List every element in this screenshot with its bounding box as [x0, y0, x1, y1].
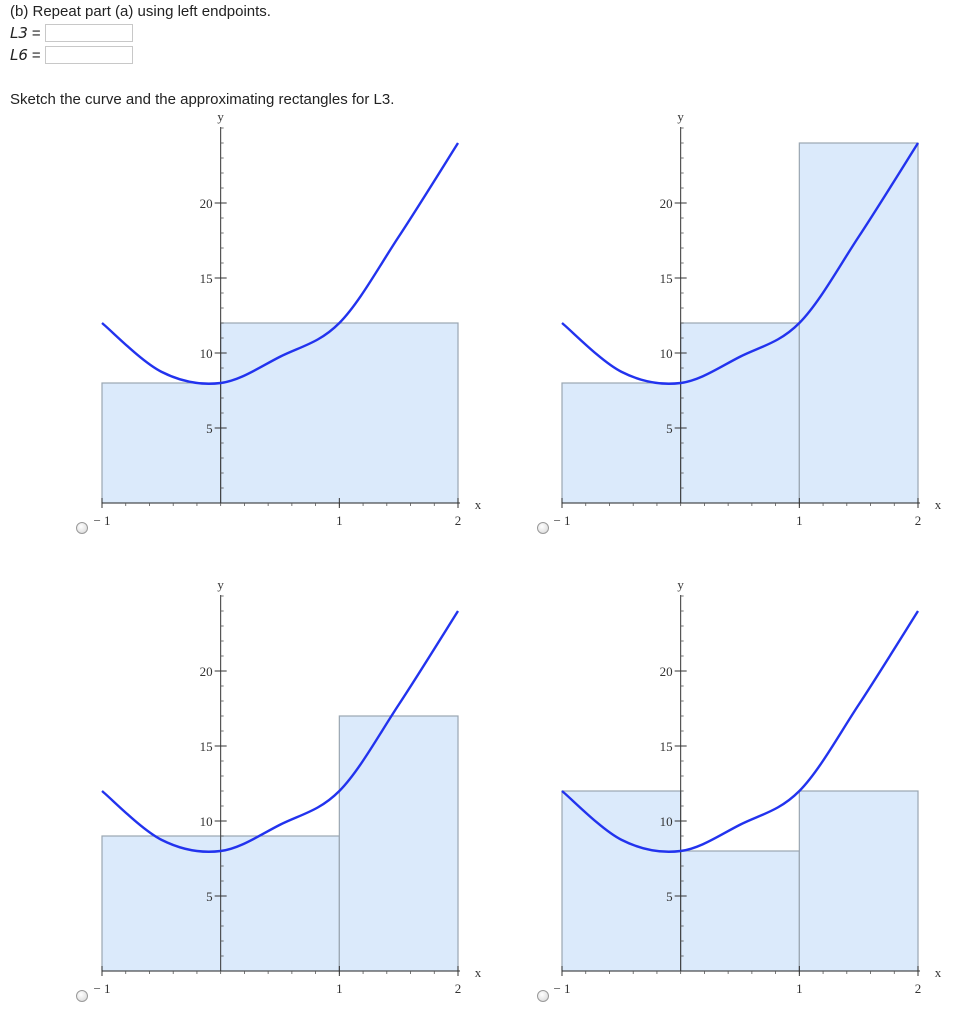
answer-row-l3: L3 = — [10, 24, 133, 42]
answer-input-l6[interactable] — [44, 46, 133, 64]
curve-line — [101, 610, 460, 853]
x-tick-label: 1 — [336, 981, 343, 996]
x-axis-label: x — [475, 497, 482, 512]
question-instruction: (b) Repeat part (a) using left endpoints… — [10, 3, 271, 20]
x-tick-label: 2 — [455, 513, 462, 528]
chart-option-2: − 1 1 2 5 10 15 20 x y — [553, 109, 942, 528]
y-tick-label: 10 — [200, 814, 213, 829]
sketch-instruction: Sketch the curve and the approximating r… — [10, 91, 395, 108]
curve-line — [561, 142, 920, 385]
answer-label-l3: L3 — [10, 24, 28, 42]
y-tick-label: 20 — [200, 196, 213, 211]
y-tick-label: 5 — [666, 889, 673, 904]
x-tick-label: 1 — [336, 513, 343, 528]
x-tick-label: − 1 — [93, 513, 110, 528]
x-tick-label: 2 — [915, 981, 922, 996]
y-axis-label: y — [677, 577, 684, 592]
rectangle-3 — [798, 142, 919, 504]
option-radio-4[interactable] — [537, 990, 549, 1002]
rectangle-3 — [798, 790, 919, 972]
option-radio-3[interactable] — [76, 990, 88, 1002]
y-axis-label: y — [677, 109, 684, 124]
x-axis-label: x — [475, 965, 482, 980]
answer-equals-l3: = — [31, 24, 41, 42]
x-tick-label: − 1 — [553, 981, 570, 996]
y-axis-label: y — [217, 109, 224, 124]
y-tick-label: 20 — [660, 196, 673, 211]
x-axis-label: x — [935, 965, 942, 980]
y-tick-label: 5 — [666, 421, 673, 436]
x-tick-label: 1 — [796, 513, 803, 528]
option-radio-2[interactable] — [537, 522, 549, 534]
chart-option-4: − 1 1 2 5 10 15 20 x y — [553, 577, 942, 996]
rectangle-2 — [338, 715, 459, 972]
y-tick-label: 15 — [200, 739, 213, 754]
y-tick-label: 15 — [200, 271, 213, 286]
x-tick-label: 2 — [455, 981, 462, 996]
x-tick-label: − 1 — [553, 513, 570, 528]
answer-label-l6: L6 — [10, 46, 28, 64]
option-radio-1[interactable] — [76, 522, 88, 534]
chart-option-3: − 1 1 2 5 10 15 20 x y — [93, 577, 482, 996]
answer-input-l3[interactable] — [44, 24, 133, 42]
x-tick-label: 1 — [796, 981, 803, 996]
x-tick-label: 2 — [915, 513, 922, 528]
rectangle-1 — [561, 790, 682, 972]
chart-option-1: − 1 1 2 5 10 15 20 x y — [93, 109, 482, 528]
curve-line — [101, 142, 460, 385]
y-tick-label: 5 — [206, 889, 213, 904]
y-tick-label: 10 — [200, 346, 213, 361]
answer-row-l6: L6 = — [10, 46, 133, 64]
y-tick-label: 20 — [660, 664, 673, 679]
rectangle-1 — [101, 382, 222, 504]
y-axis-label: y — [217, 577, 224, 592]
y-tick-label: 20 — [200, 664, 213, 679]
rectangle-2 — [220, 322, 459, 504]
y-tick-label: 5 — [206, 421, 213, 436]
rectangle-2 — [680, 322, 800, 504]
y-tick-label: 15 — [660, 739, 673, 754]
y-tick-label: 10 — [660, 346, 673, 361]
curve-line — [561, 610, 920, 853]
x-tick-label: − 1 — [93, 981, 110, 996]
y-tick-label: 10 — [660, 814, 673, 829]
x-axis-label: x — [935, 497, 942, 512]
answer-equals-l6: = — [31, 46, 41, 64]
rectangle-2 — [680, 850, 800, 972]
y-tick-label: 15 — [660, 271, 673, 286]
rectangle-1 — [561, 382, 682, 504]
